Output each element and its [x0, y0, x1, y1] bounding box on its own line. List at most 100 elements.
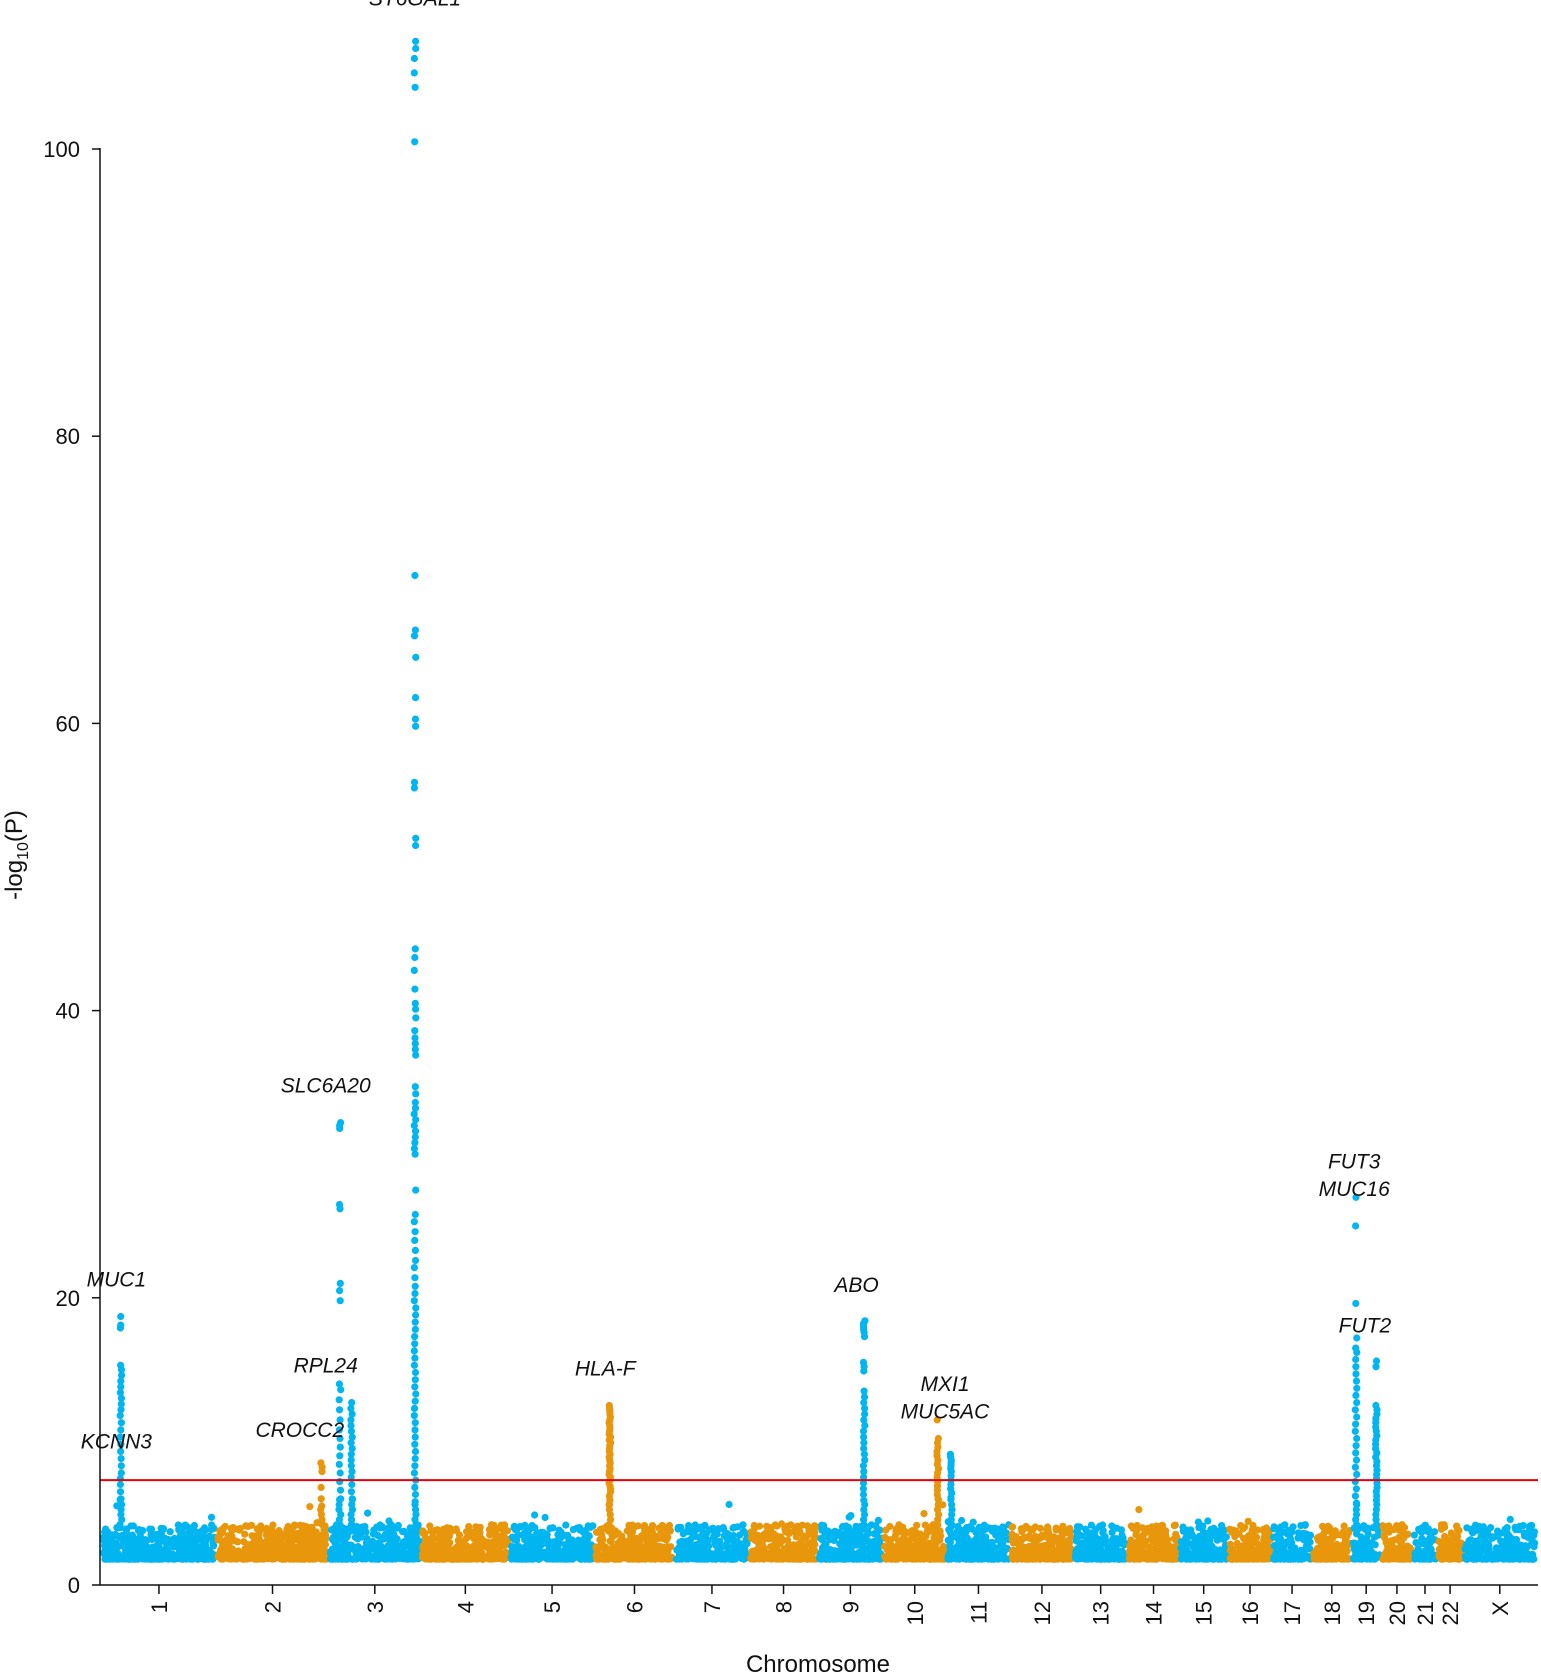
data-point — [1211, 1545, 1219, 1553]
data-point — [287, 1524, 295, 1532]
data-point — [1147, 1528, 1156, 1536]
data-point — [387, 1554, 396, 1562]
data-point — [319, 1552, 327, 1560]
data-point — [476, 1528, 484, 1536]
data-point — [1109, 1541, 1117, 1549]
data-point — [1333, 1531, 1341, 1539]
data-point — [300, 1555, 308, 1563]
data-point — [598, 1531, 606, 1539]
data-point — [1116, 1555, 1124, 1563]
data-point — [886, 1522, 894, 1531]
data-point — [972, 1550, 980, 1559]
data-point — [177, 1523, 185, 1531]
data-point — [962, 1554, 970, 1562]
data-point — [1000, 1547, 1009, 1555]
data-point — [874, 1516, 883, 1524]
data-point — [859, 1550, 867, 1558]
data-point — [939, 1542, 948, 1551]
data-point — [132, 1550, 140, 1558]
data-point — [523, 1544, 531, 1552]
data-point — [502, 1552, 510, 1560]
data-point — [1171, 1521, 1179, 1529]
data-point — [247, 1521, 256, 1529]
data-point — [263, 1546, 271, 1554]
data-point — [279, 1549, 287, 1557]
data-point — [169, 1551, 177, 1559]
data-point — [852, 1522, 860, 1530]
data-point — [297, 1545, 306, 1553]
data-point — [644, 1539, 652, 1547]
data-point — [607, 1538, 615, 1546]
data-point — [636, 1542, 644, 1551]
data-point — [988, 1541, 997, 1549]
data-point — [1026, 1547, 1034, 1555]
data-point — [932, 1553, 941, 1561]
data-point — [602, 1552, 610, 1560]
data-point — [535, 1541, 543, 1549]
data-point — [832, 1532, 841, 1540]
data-point — [255, 1534, 263, 1542]
data-point — [271, 1548, 279, 1556]
data-point — [786, 1554, 794, 1562]
data-point — [321, 1547, 329, 1555]
data-point — [883, 1553, 891, 1562]
data-point — [894, 1543, 902, 1551]
data-point — [615, 1553, 624, 1561]
data-point — [905, 1554, 913, 1563]
data-point — [1073, 1550, 1081, 1558]
data-point — [487, 1541, 495, 1549]
data-point — [891, 1552, 900, 1560]
data-point — [316, 1542, 324, 1550]
data-point — [399, 1538, 408, 1546]
data-point — [867, 1553, 876, 1561]
data-point — [1218, 1528, 1226, 1536]
data-point — [909, 1527, 917, 1535]
data-point — [516, 1555, 524, 1563]
data-point — [1028, 1555, 1036, 1563]
data-point — [333, 1527, 341, 1535]
data-point — [1161, 1531, 1169, 1539]
data-point — [546, 1524, 554, 1532]
data-point — [594, 1548, 602, 1556]
data-point — [650, 1538, 658, 1546]
data-point — [655, 1532, 663, 1540]
data-point — [437, 1531, 445, 1539]
data-point — [1259, 1551, 1267, 1559]
data-point — [419, 1527, 427, 1536]
data-point — [1226, 1540, 1234, 1548]
data-point — [364, 1509, 372, 1517]
data-point — [465, 1523, 473, 1531]
data-point — [207, 1525, 216, 1534]
data-point — [244, 1542, 252, 1550]
data-point — [593, 1555, 601, 1563]
data-point — [362, 1528, 370, 1536]
data-point — [625, 1521, 633, 1529]
data-point — [1251, 1526, 1259, 1534]
data-point — [619, 1539, 627, 1547]
data-point — [1371, 1541, 1379, 1549]
data-point — [892, 1525, 901, 1533]
data-point — [1147, 1534, 1155, 1542]
data-point — [1033, 1543, 1041, 1552]
data-point — [205, 1555, 213, 1563]
data-point — [1091, 1527, 1099, 1535]
data-point — [1296, 1550, 1304, 1558]
data-point — [180, 1555, 188, 1563]
data-point — [551, 1554, 559, 1562]
data-point — [564, 1549, 573, 1557]
data-point — [139, 1527, 147, 1535]
data-point — [1327, 1555, 1335, 1563]
data-point — [858, 1536, 866, 1544]
data-point — [153, 1549, 161, 1557]
data-point — [388, 1528, 396, 1536]
data-point — [450, 1545, 458, 1554]
data-point — [1196, 1548, 1204, 1556]
data-point — [289, 1555, 297, 1563]
data-point — [573, 1553, 582, 1561]
data-point — [762, 1529, 770, 1537]
data-point — [501, 1521, 509, 1529]
data-point — [656, 1542, 664, 1551]
data-point — [1073, 1532, 1081, 1540]
data-point — [611, 1531, 619, 1539]
data-point — [1138, 1539, 1146, 1547]
